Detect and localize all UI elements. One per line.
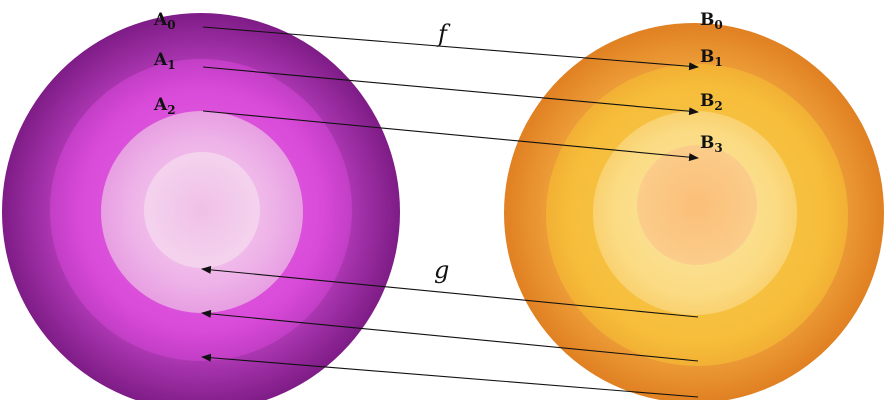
- map-g-arrows: [201, 265, 699, 398]
- left-set: [2, 13, 400, 400]
- f-arrow: [202, 110, 699, 162]
- label-a2-sub: 2: [167, 103, 175, 117]
- g-arrow: [201, 265, 699, 318]
- label-b2-base: B: [700, 91, 714, 111]
- label-b2: B2: [700, 91, 723, 113]
- label-b1-sub: 1: [714, 55, 722, 69]
- label-a0: A0: [153, 10, 176, 32]
- label-b0-base: B: [700, 10, 714, 30]
- map-f-label: f: [436, 20, 451, 48]
- set-a3-region: [144, 152, 260, 268]
- label-a0-base: A: [153, 10, 168, 30]
- label-b0: B0: [700, 10, 723, 32]
- map-g-label: g: [434, 256, 449, 284]
- g-arrow: [201, 309, 699, 362]
- map-f-arrows: [202, 26, 699, 162]
- label-a0-sub: 0: [167, 18, 175, 32]
- label-a2-base: A: [153, 95, 168, 115]
- label-a1-base: A: [153, 50, 168, 70]
- label-a1: A1: [153, 50, 176, 72]
- label-b0-sub: 0: [714, 18, 722, 32]
- label-a1-sub: 1: [167, 58, 175, 72]
- label-b3-base: B: [700, 133, 714, 153]
- set-b3-region: [637, 145, 757, 265]
- label-b1: B1: [700, 47, 723, 69]
- label-b1-base: B: [700, 47, 714, 67]
- g-arrow: [201, 353, 699, 398]
- f-arrow: [202, 66, 699, 116]
- label-a2: A2: [153, 95, 176, 117]
- f-arrow: [202, 26, 699, 71]
- label-b3: B3: [700, 133, 723, 155]
- label-b2-sub: 2: [714, 99, 722, 113]
- label-b3-sub: 3: [714, 141, 722, 155]
- right-set: [504, 23, 884, 400]
